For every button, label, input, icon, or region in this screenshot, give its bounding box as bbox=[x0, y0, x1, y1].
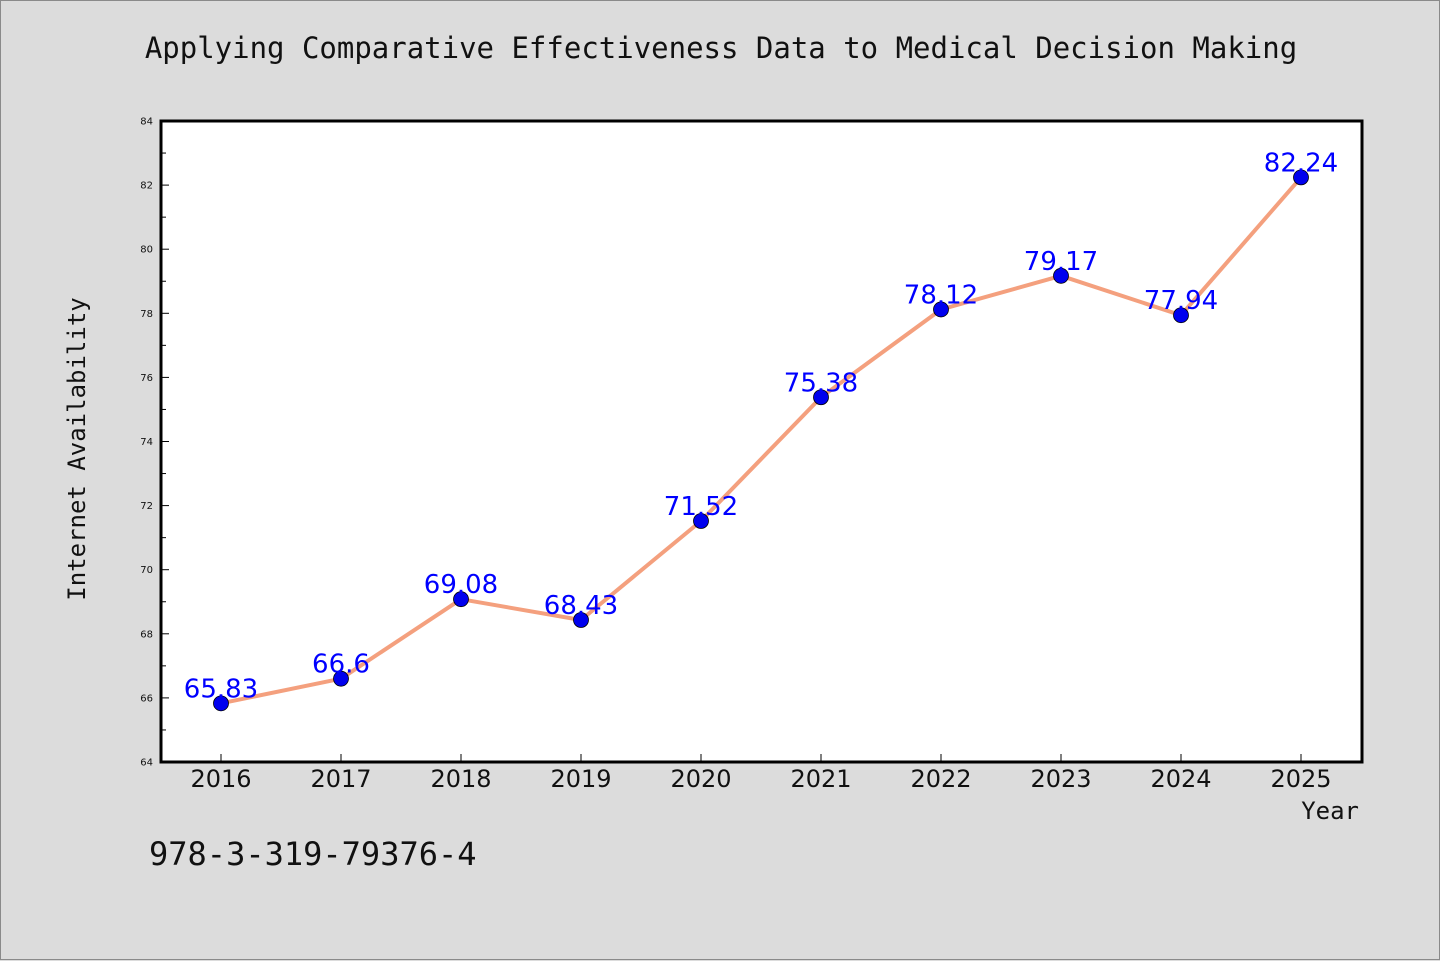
data-point bbox=[693, 513, 709, 529]
data-point bbox=[573, 612, 589, 628]
x-tick-label: 2022 bbox=[910, 765, 971, 793]
chart-title: Applying Comparative Effectiveness Data … bbox=[144, 31, 1298, 65]
x-tick-label: 2024 bbox=[1150, 765, 1211, 793]
data-point bbox=[1053, 267, 1069, 284]
y-tick-label: 74 bbox=[140, 437, 153, 448]
data-label: 71.52 bbox=[664, 492, 738, 522]
data-point bbox=[453, 591, 469, 608]
y-tick-label: 80 bbox=[140, 245, 153, 256]
y-tick-label: 72 bbox=[140, 501, 153, 512]
y-tick-label: 68 bbox=[140, 629, 153, 640]
y-tick-label: 70 bbox=[140, 565, 153, 576]
x-tick-label: 2018 bbox=[430, 765, 491, 793]
data-point bbox=[813, 389, 829, 406]
x-tick-label: 2017 bbox=[310, 765, 371, 793]
y-tick-label: 66 bbox=[140, 693, 153, 704]
data-point bbox=[213, 695, 229, 712]
data-label: 68.43 bbox=[544, 591, 618, 621]
x-tick-label: 2019 bbox=[550, 765, 611, 793]
y-tick-label: 76 bbox=[140, 373, 153, 384]
x-tick-label: 2021 bbox=[790, 765, 851, 793]
data-label: 79.17 bbox=[1024, 247, 1098, 277]
data-point bbox=[933, 301, 949, 318]
data-label: 82.24 bbox=[1264, 148, 1338, 178]
data-label: 77.94 bbox=[1144, 286, 1218, 316]
data-label: 65.83 bbox=[184, 674, 258, 704]
x-tick-label: 2016 bbox=[190, 765, 251, 793]
y-axis-label: Internet Availability bbox=[63, 297, 91, 601]
y-tick-label: 64 bbox=[140, 758, 153, 769]
data-label: 75.38 bbox=[784, 368, 858, 398]
data-label: 66.6 bbox=[312, 650, 370, 680]
data-label: 69.08 bbox=[424, 570, 498, 600]
y-tick-label: 78 bbox=[140, 309, 153, 320]
y-tick-label: 84 bbox=[140, 117, 153, 128]
x-tick-label: 2023 bbox=[1030, 765, 1091, 793]
isbn-text: 978-3-319-79376-4 bbox=[149, 835, 477, 873]
data-point bbox=[1293, 169, 1309, 186]
data-point bbox=[333, 670, 349, 687]
data-label: 78.12 bbox=[904, 280, 978, 310]
plot-area bbox=[159, 119, 1364, 764]
x-tick-label: 2020 bbox=[670, 765, 731, 793]
series-line bbox=[220, 176, 1303, 706]
x-tick-label: 2025 bbox=[1270, 765, 1331, 793]
y-tick-label: 82 bbox=[140, 181, 153, 192]
x-axis-label: Year bbox=[1301, 797, 1359, 825]
data-point bbox=[1173, 307, 1189, 324]
